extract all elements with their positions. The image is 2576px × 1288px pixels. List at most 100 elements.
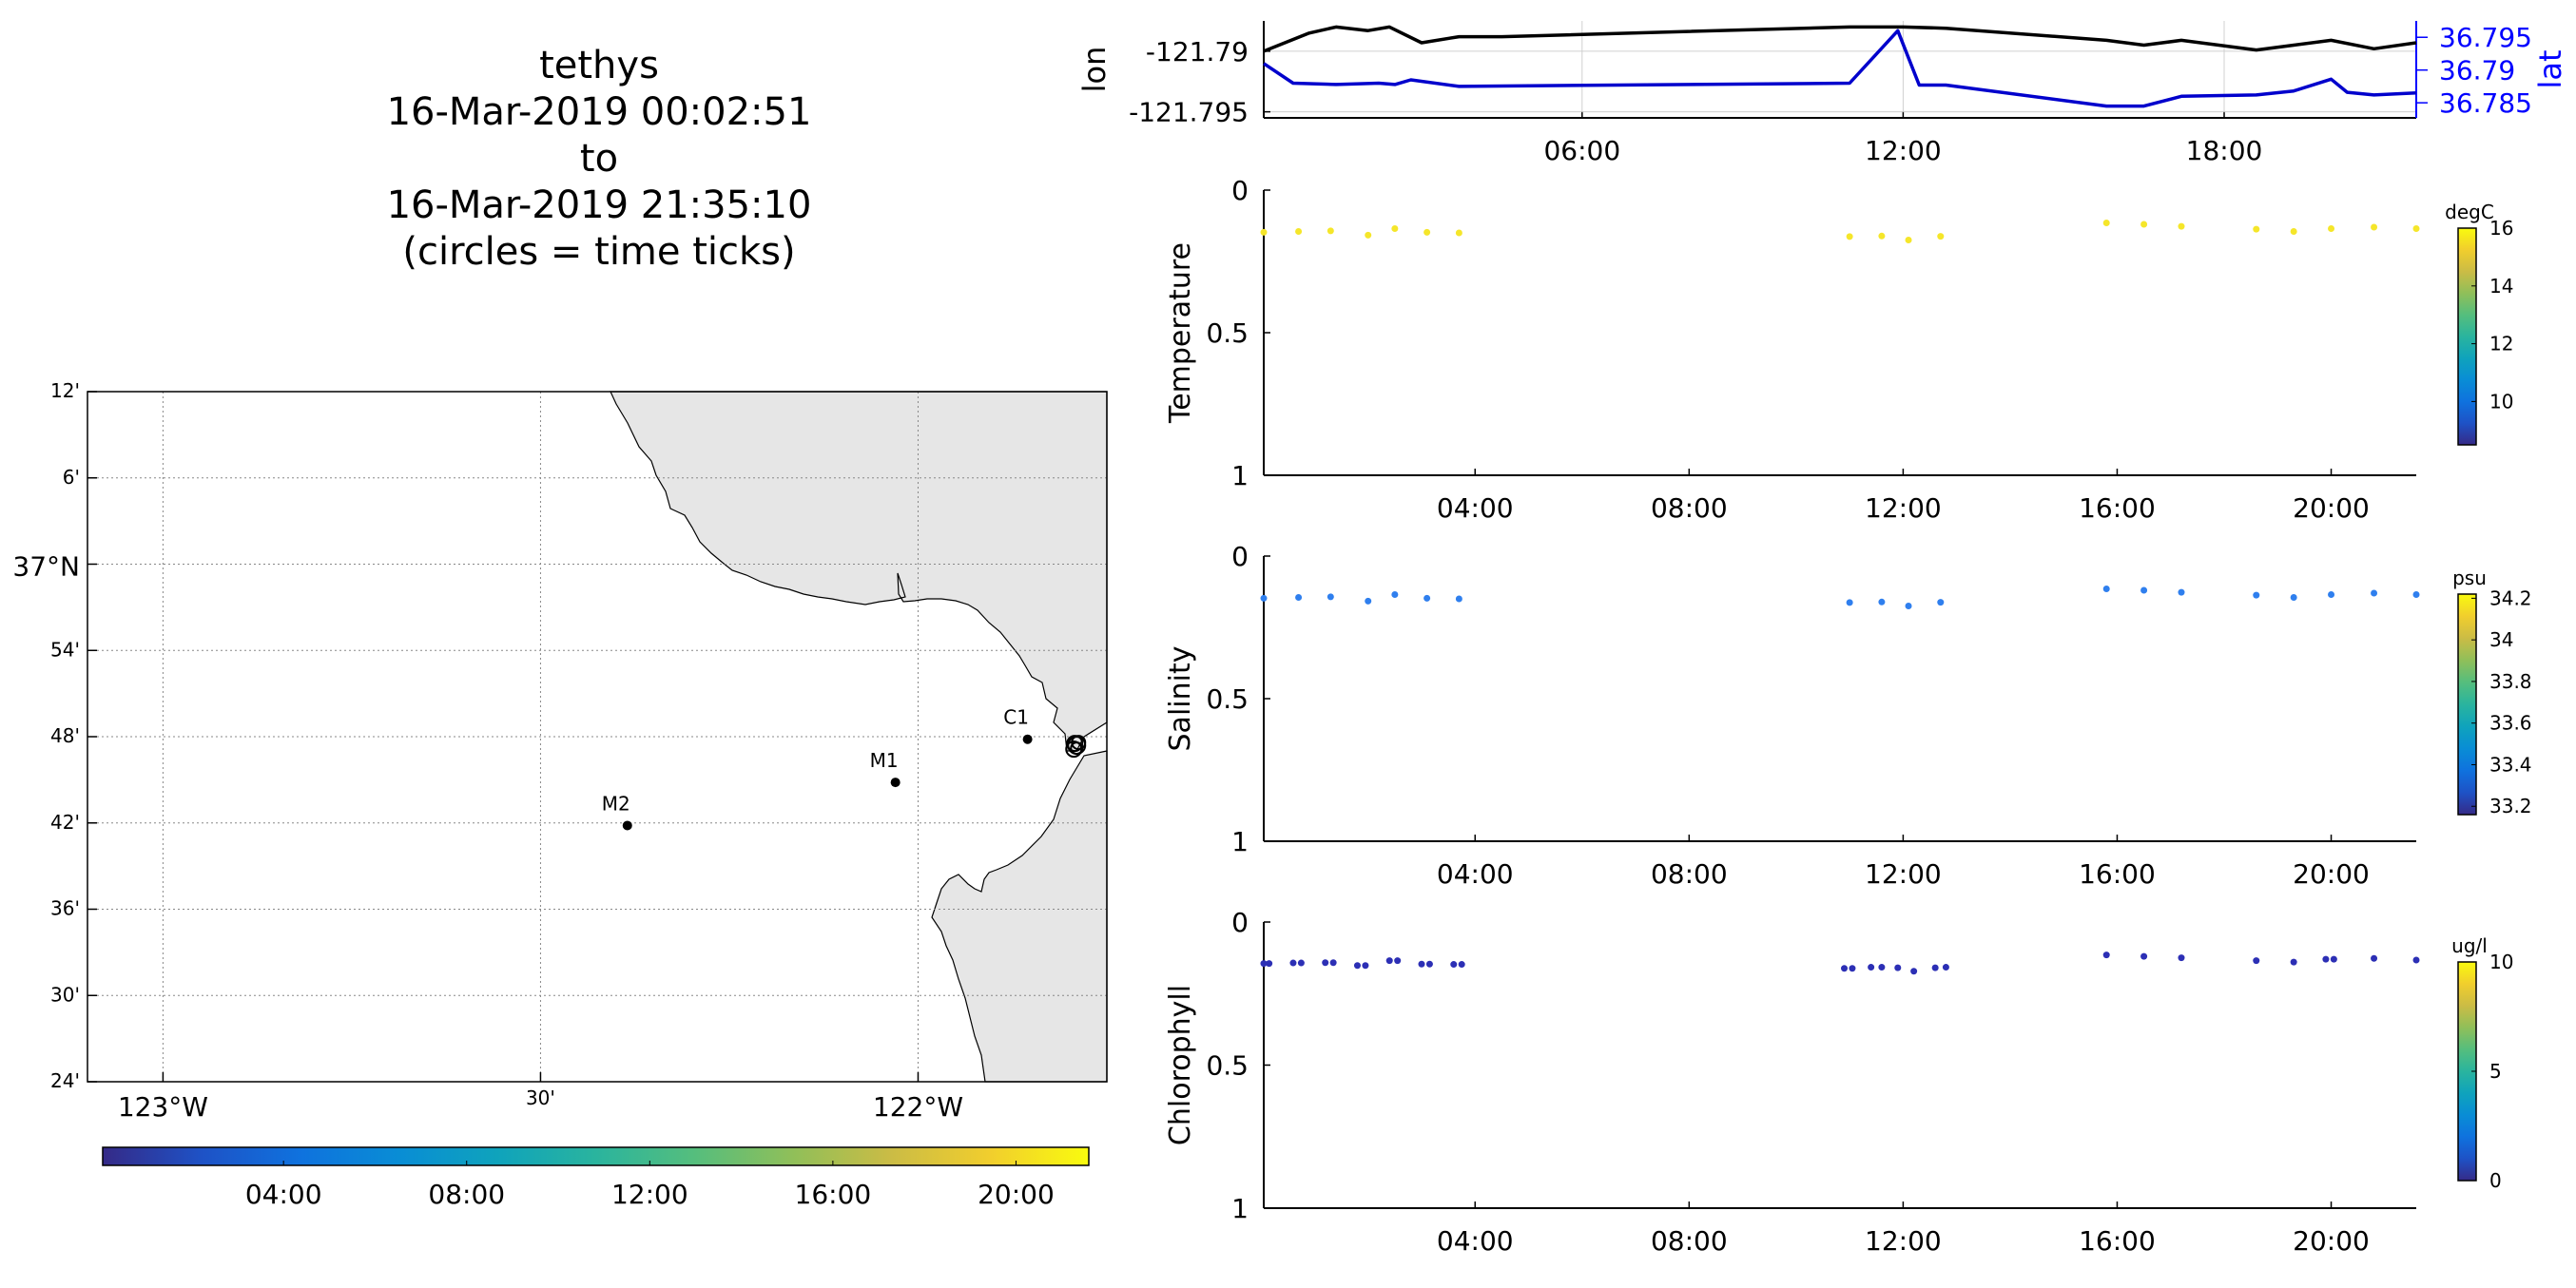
temperature-data-point bbox=[1391, 225, 1399, 232]
time-colorbar-label: 20:00 bbox=[978, 1179, 1055, 1210]
track-x-tick-label: 06:00 bbox=[1543, 135, 1620, 166]
chlorophyll-plot: 0 0.5 1 04:00 08:00 12:00 16:00 20:00 Chlorophyl… bbox=[1164, 907, 2513, 1257]
track-y2-tick-label: 36.785 bbox=[2439, 87, 2532, 119]
temperature-colorbar-label: 16 bbox=[2489, 217, 2513, 240]
chlorophyll-data-point bbox=[1931, 964, 1939, 971]
chlorophyll-x-tick-label: 04:00 bbox=[1437, 1225, 1514, 1257]
temperature-data-point bbox=[1295, 228, 1303, 235]
salinity-data-point bbox=[2178, 588, 2185, 596]
chlorophyll-data-point bbox=[1878, 964, 1886, 971]
mooring-marker-m2 bbox=[622, 820, 632, 831]
salinity-x-tick-label: 08:00 bbox=[1651, 858, 1728, 890]
map-lon-label: 30' bbox=[526, 1086, 555, 1109]
temperature-x-tick-label: 04:00 bbox=[1437, 492, 1514, 524]
mooring-label-m2: M2 bbox=[602, 792, 630, 815]
temperature-data-point bbox=[2178, 222, 2185, 230]
chlorophyll-data-point bbox=[1289, 959, 1297, 967]
salinity-y-tick-label: 0.5 bbox=[1206, 683, 1249, 715]
chlorophyll-data-point bbox=[1450, 961, 1458, 969]
salinity-colorbar-label: 33.4 bbox=[2489, 753, 2532, 776]
chlorophyll-data-point bbox=[2330, 955, 2337, 963]
salinity-data-point bbox=[1424, 594, 1431, 602]
chlorophyll-colorbar-label: 5 bbox=[2489, 1060, 2502, 1083]
chlorophyll-data-point bbox=[2322, 955, 2330, 963]
title-note: (circles = time ticks) bbox=[402, 230, 796, 274]
salinity-data-point bbox=[2140, 586, 2148, 594]
salinity-colorbar bbox=[2457, 593, 2477, 816]
track-series-lon bbox=[1263, 25, 2417, 53]
temperature-y-tick-label: 1 bbox=[1231, 460, 1249, 491]
temperature-ylabel: Temperature bbox=[1164, 242, 1197, 424]
temperature-data-point bbox=[1905, 237, 1912, 243]
chlorophyll-x-tick-label: 12:00 bbox=[1865, 1225, 1942, 1257]
map-lat-label: 6' bbox=[63, 466, 80, 489]
track-time-tick-circle bbox=[1070, 741, 1084, 756]
temperature-data-point bbox=[2253, 225, 2260, 233]
chlorophyll-data-point bbox=[1849, 965, 1856, 972]
salinity-data-point bbox=[2102, 586, 2110, 592]
chlorophyll-x-tick-label: 08:00 bbox=[1651, 1225, 1728, 1257]
chlorophyll-colorbar-label: 10 bbox=[2489, 951, 2513, 973]
chlorophyll-data-point bbox=[1910, 968, 1918, 975]
temperature-colorbar bbox=[2457, 227, 2477, 446]
salinity-colorbar-label: 33.6 bbox=[2489, 712, 2532, 735]
chlorophyll-data-point bbox=[1841, 965, 1849, 972]
temperature-data-point bbox=[2102, 220, 2110, 226]
chlorophyll-data-point bbox=[1329, 959, 1337, 967]
time-colorbar-gradient bbox=[102, 1146, 1090, 1166]
title-end-time: 16-Mar-2019 21:35:10 bbox=[386, 183, 812, 227]
salinity-colorbar-unit: psu bbox=[2452, 567, 2487, 589]
salinity-x-tick-label: 16:00 bbox=[2079, 858, 2156, 890]
salinity-data-point bbox=[1295, 594, 1303, 601]
chlorophyll-data-point bbox=[1868, 964, 1875, 971]
salinity-data-point bbox=[2253, 591, 2260, 599]
temperature-data-point bbox=[2371, 223, 2378, 231]
map-lat-label: 30' bbox=[50, 983, 80, 1006]
chlorophyll-data-point bbox=[1394, 957, 1402, 965]
chlorophyll-colorbar-unit: ug/l bbox=[2451, 934, 2488, 957]
time-colorbar-label: 16:00 bbox=[795, 1179, 872, 1210]
chlorophyll-data-point bbox=[2178, 954, 2185, 962]
map-lat-label: 48' bbox=[50, 724, 80, 747]
salinity-x-tick-label: 12:00 bbox=[1865, 858, 1942, 890]
salinity-colorbar-label: 33.2 bbox=[2489, 795, 2532, 817]
map-lon-label: 122°W bbox=[873, 1091, 963, 1123]
salinity-colorbar-label: 33.8 bbox=[2489, 670, 2532, 693]
map-panel: 12' 6' 37°N 54' 48' 42' 36' 30' 24' 123°W 30' 122°W… bbox=[12, 379, 1108, 1123]
temperature-colorbar-label: 10 bbox=[2489, 390, 2513, 413]
chlorophyll-data-point bbox=[1385, 957, 1393, 965]
chlorophyll-x-tick-label: 20:00 bbox=[2293, 1225, 2370, 1257]
salinity-plot: 0 0.5 1 04:00 08:00 12:00 16:00 20:00 Salinity ps… bbox=[1164, 541, 2532, 890]
time-colorbar: 04:00 08:00 12:00 16:00 20:00 bbox=[102, 1146, 1090, 1210]
track-y2-tick-label: 36.79 bbox=[2439, 55, 2515, 87]
chlorophyll-data-point bbox=[2290, 958, 2297, 966]
track-plot: 06:00 12:00 18:00-121.79-121.79536.79536.7… bbox=[1076, 21, 2568, 166]
chlorophyll-y-tick-label: 0.5 bbox=[1206, 1050, 1249, 1082]
chlorophyll-data-point bbox=[2253, 957, 2260, 965]
salinity-data-point bbox=[1905, 603, 1912, 609]
chlorophyll-data-point bbox=[2140, 952, 2148, 960]
chlorophyll-data-point bbox=[1425, 960, 1433, 968]
salinity-data-point bbox=[1846, 599, 1853, 606]
chlorophyll-data-point bbox=[1894, 964, 1902, 971]
temperature-data-point bbox=[1260, 228, 1268, 236]
chlorophyll-data-point bbox=[2412, 956, 2420, 964]
chlorophyll-data-point bbox=[1418, 960, 1425, 968]
temperature-x-tick-label: 16:00 bbox=[2079, 492, 2156, 524]
track-y2-tick-label: 36.795 bbox=[2439, 22, 2532, 53]
track-x-tick-label: 18:00 bbox=[2186, 135, 2263, 166]
temperature-data-point bbox=[1424, 228, 1431, 236]
temperature-data-point bbox=[1365, 231, 1372, 239]
salinity-data-point bbox=[1878, 598, 1886, 606]
salinity-data-point bbox=[2290, 594, 2297, 601]
chlorophyll-data-point bbox=[1260, 960, 1268, 968]
salinity-x-tick-label: 20:00 bbox=[2293, 858, 2370, 890]
chlorophyll-y-tick-label: 1 bbox=[1231, 1193, 1249, 1224]
chlorophyll-data-point bbox=[1458, 961, 1465, 969]
temperature-data-point bbox=[1327, 227, 1334, 235]
temperature-data-point bbox=[1455, 229, 1462, 237]
map-lat-label: 42' bbox=[50, 811, 80, 834]
temperature-data-point bbox=[1846, 233, 1853, 240]
salinity-data-point bbox=[1260, 594, 1268, 602]
track-x-tick-label: 12:00 bbox=[1865, 135, 1942, 166]
